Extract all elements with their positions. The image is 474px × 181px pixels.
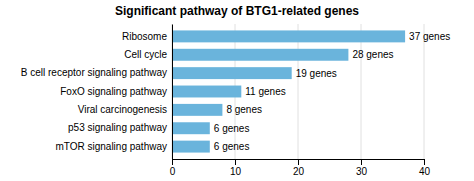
x-tick-label: 40 <box>419 166 431 177</box>
data-label: 28 genes <box>352 49 393 60</box>
bars <box>172 30 405 152</box>
x-tick: 40 <box>419 159 431 177</box>
grid-line <box>424 24 425 159</box>
x-tick-label: 0 <box>170 166 176 177</box>
data-label: 11 genes <box>245 86 285 97</box>
x-tick: 20 <box>293 159 305 177</box>
bar <box>172 122 210 134</box>
grid <box>172 24 424 159</box>
grid-line <box>361 24 362 159</box>
bar <box>172 67 292 79</box>
y-tick: mTOR signaling pathway <box>55 141 172 152</box>
x-tick: 10 <box>230 159 242 177</box>
y-axis: mTOR signaling pathway p53 signaling path… <box>21 25 173 160</box>
x-tick-mark <box>298 159 299 165</box>
bar <box>172 30 405 42</box>
y-tick: B cell receptor signaling pathway <box>21 67 172 78</box>
y-axis-line <box>172 25 173 160</box>
x-tick-label: 10 <box>230 166 242 177</box>
y-tick: Viral carcinogenesis <box>78 104 172 115</box>
y-tick-label: Viral carcinogenesis <box>78 104 167 115</box>
data-label: 37 genes <box>409 31 450 42</box>
bar <box>172 141 210 153</box>
x-tick-label: 30 <box>356 166 368 177</box>
x-axis-line <box>173 160 425 166</box>
grid-line <box>298 24 299 159</box>
x-tick-mark <box>235 159 236 165</box>
y-tick: Cell cycle <box>124 49 172 60</box>
y-tick-label: FoxO signaling pathway <box>60 86 167 97</box>
x-tick-mark <box>424 159 425 165</box>
bar <box>172 49 348 61</box>
plot: 0 10 20 30 40 mTOR signaling pathway p53 signa… <box>21 24 450 177</box>
x-tick-mark <box>361 159 362 165</box>
y-tick-label: Cell cycle <box>124 49 167 60</box>
x-tick-label: 20 <box>293 166 305 177</box>
title: Significant pathway of BTG1-related gene… <box>115 4 359 18</box>
x-tick: 0 <box>170 159 176 177</box>
y-tick-label: B cell receptor signaling pathway <box>21 67 167 78</box>
y-tick: FoxO signaling pathway <box>60 86 172 97</box>
data-labels: 6 genes 6 genes 8 genes 11 genes 19 genes 28 … <box>214 31 450 152</box>
data-label: 6 genes <box>214 141 250 152</box>
y-tick-label: mTOR signaling pathway <box>55 141 167 152</box>
bar <box>172 104 222 116</box>
x-tick: 30 <box>356 159 368 177</box>
data-label: 6 genes <box>214 123 250 134</box>
grid-line <box>172 24 173 159</box>
y-tick-label: p53 signaling pathway <box>68 122 167 133</box>
bar <box>172 86 241 98</box>
y-tick: p53 signaling pathway <box>68 122 172 133</box>
data-label: 8 genes <box>226 104 262 115</box>
data-label: 19 genes <box>296 68 337 79</box>
y-tick-label: Ribosome <box>122 31 167 42</box>
chart: 0 10 20 30 40 mTOR signaling pathway p53 signa… <box>0 0 474 181</box>
x-tick-mark <box>172 159 173 165</box>
x-axis: 0 10 20 30 40 <box>170 159 431 177</box>
y-tick: Ribosome <box>122 31 172 42</box>
